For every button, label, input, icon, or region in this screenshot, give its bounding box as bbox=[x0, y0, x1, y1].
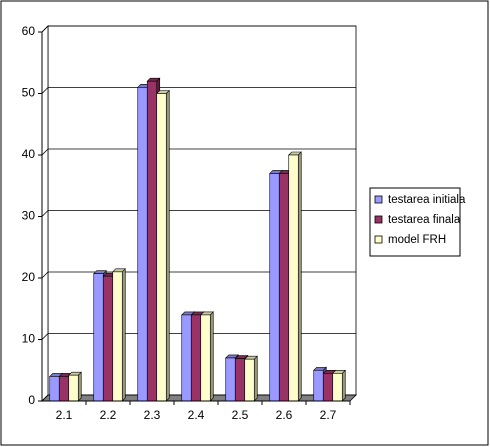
bar-side bbox=[253, 355, 258, 402]
grid-line bbox=[41, 333, 49, 340]
bar bbox=[269, 173, 280, 402]
legend-swatch bbox=[374, 235, 383, 244]
legend-label: model FRH bbox=[388, 234, 446, 246]
bar bbox=[190, 314, 202, 402]
bar bbox=[68, 374, 79, 402]
bar bbox=[278, 173, 290, 402]
bar bbox=[244, 358, 255, 402]
x-tick-label: 2.2 bbox=[100, 408, 117, 422]
grid-line bbox=[41, 271, 49, 279]
grid-line bbox=[41, 210, 49, 217]
x-tick-label: 2.1 bbox=[56, 408, 73, 422]
bar bbox=[137, 87, 148, 402]
bar bbox=[234, 358, 246, 402]
bar bbox=[112, 271, 123, 402]
bar-side bbox=[165, 89, 170, 402]
y-tick-label: 10 bbox=[22, 332, 36, 346]
bar-side bbox=[121, 268, 126, 402]
y-tick-label: 60 bbox=[22, 24, 36, 38]
bar bbox=[332, 373, 343, 402]
bar bbox=[313, 369, 324, 402]
bar bbox=[181, 314, 192, 402]
legend-label: testarea initiala bbox=[388, 194, 466, 206]
bar bbox=[93, 273, 104, 402]
grid-line bbox=[41, 394, 49, 402]
bar bbox=[102, 275, 114, 402]
legend: testarea initiala testarea finala model FR… bbox=[369, 187, 466, 257]
y-tick-label: 20 bbox=[22, 270, 36, 284]
x-tick-label: 2.4 bbox=[188, 408, 205, 422]
grid-line bbox=[41, 25, 49, 33]
legend-box bbox=[369, 187, 461, 257]
bar bbox=[58, 376, 70, 402]
bar bbox=[200, 314, 211, 402]
bar bbox=[322, 373, 334, 402]
y-tick-label: 50 bbox=[22, 86, 36, 100]
bar-side bbox=[209, 311, 214, 402]
bar bbox=[49, 376, 60, 402]
x-tick-label: 2.5 bbox=[232, 408, 249, 422]
y-tick-label: 40 bbox=[22, 147, 36, 161]
bar-side bbox=[77, 371, 82, 402]
legend-label: testarea finala bbox=[388, 214, 461, 226]
y-tick-label: 30 bbox=[22, 209, 36, 223]
bar bbox=[146, 80, 158, 402]
bar bbox=[288, 154, 299, 402]
x-tick-label: 2.3 bbox=[144, 408, 161, 422]
bar-side bbox=[297, 151, 302, 402]
grid-line bbox=[41, 148, 49, 156]
bar bbox=[225, 357, 236, 402]
x-tick-label: 2.6 bbox=[276, 408, 293, 422]
legend-swatch bbox=[374, 215, 383, 224]
bar bbox=[156, 93, 167, 402]
legend-swatch bbox=[374, 195, 383, 204]
grid-line bbox=[41, 87, 49, 94]
y-tick-label: 0 bbox=[28, 393, 35, 407]
bar-side bbox=[341, 369, 346, 402]
x-tick-label: 2.7 bbox=[320, 408, 337, 422]
